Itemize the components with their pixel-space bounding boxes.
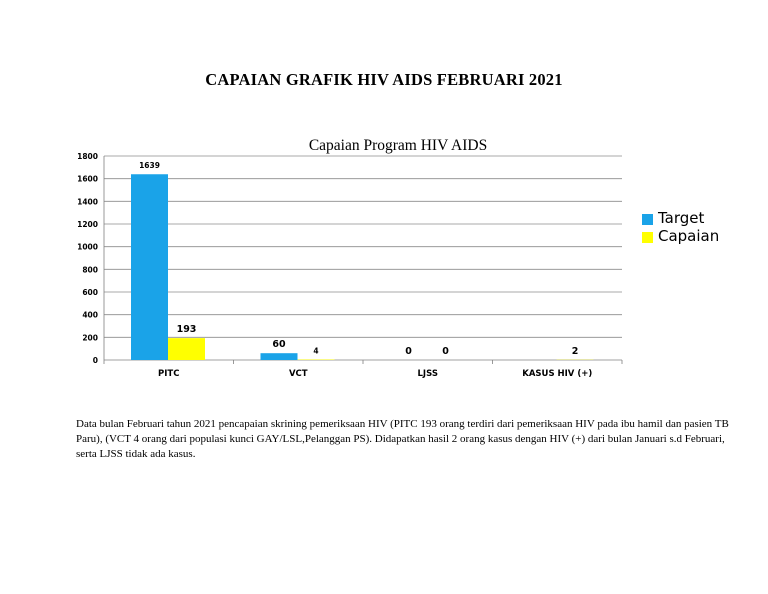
y-tick-label: 1000	[77, 243, 98, 252]
chart-area: Capaian Program HIV AIDS 0 200 400 600 800 10…	[0, 130, 768, 390]
data-label: 4	[313, 347, 318, 356]
chart-title: Capaian Program HIV AIDS	[309, 137, 487, 154]
legend-item-target: Target	[642, 210, 720, 227]
document-title: CAPAIAN GRAFIK HIV AIDS FEBRUARI 2021	[205, 70, 563, 89]
y-axis-ticks: 0 200 400 600 800 1000 1200 1400 1600 1800	[77, 152, 98, 365]
y-tick-label: 400	[82, 311, 98, 320]
description-text: Data bulan Februari tahun 2021 pencapaia…	[76, 418, 729, 460]
data-label: 60	[272, 339, 286, 350]
y-tick-label: 1200	[77, 220, 98, 229]
data-label: 2	[572, 346, 579, 357]
y-tick-label: 600	[82, 288, 98, 297]
data-label: 0	[442, 346, 449, 357]
y-tick-label: 200	[82, 333, 98, 342]
x-tick-label: PITC	[158, 369, 179, 379]
bars	[131, 174, 594, 360]
legend: Target Capaian	[642, 210, 732, 246]
data-label: 1639	[139, 161, 160, 170]
y-tick-label: 1800	[77, 152, 98, 161]
x-tick-label: KASUS HIV (+)	[522, 369, 592, 379]
bar-target	[131, 174, 168, 360]
y-tick-label: 1600	[77, 175, 98, 184]
data-label: 193	[177, 324, 197, 335]
bar-target	[260, 353, 298, 360]
y-tick-label: 1400	[77, 197, 98, 206]
x-tick-label: LJSS	[418, 369, 438, 379]
legend-label-capaian: Capaian	[658, 227, 720, 245]
legend-swatch-capaian	[642, 232, 653, 243]
x-axis-ticks: PITC VCT LJSS KASUS HIV (+)	[103, 360, 623, 379]
bar-capaian	[168, 338, 205, 360]
legend-item-capaian: Capaian	[642, 228, 720, 245]
x-tick-label: VCT	[289, 369, 308, 379]
y-tick-label: 800	[82, 265, 98, 274]
legend-label-target: Target	[658, 209, 705, 227]
gridlines	[103, 155, 622, 361]
data-label: 0	[405, 346, 412, 357]
legend-swatch-target	[642, 214, 653, 225]
bar-chart: Capaian Program HIV AIDS 020040060080010…	[77, 137, 623, 379]
data-labels: 1639 193 60 4 0 0 2	[139, 161, 578, 357]
y-tick-label: 0	[93, 356, 98, 365]
